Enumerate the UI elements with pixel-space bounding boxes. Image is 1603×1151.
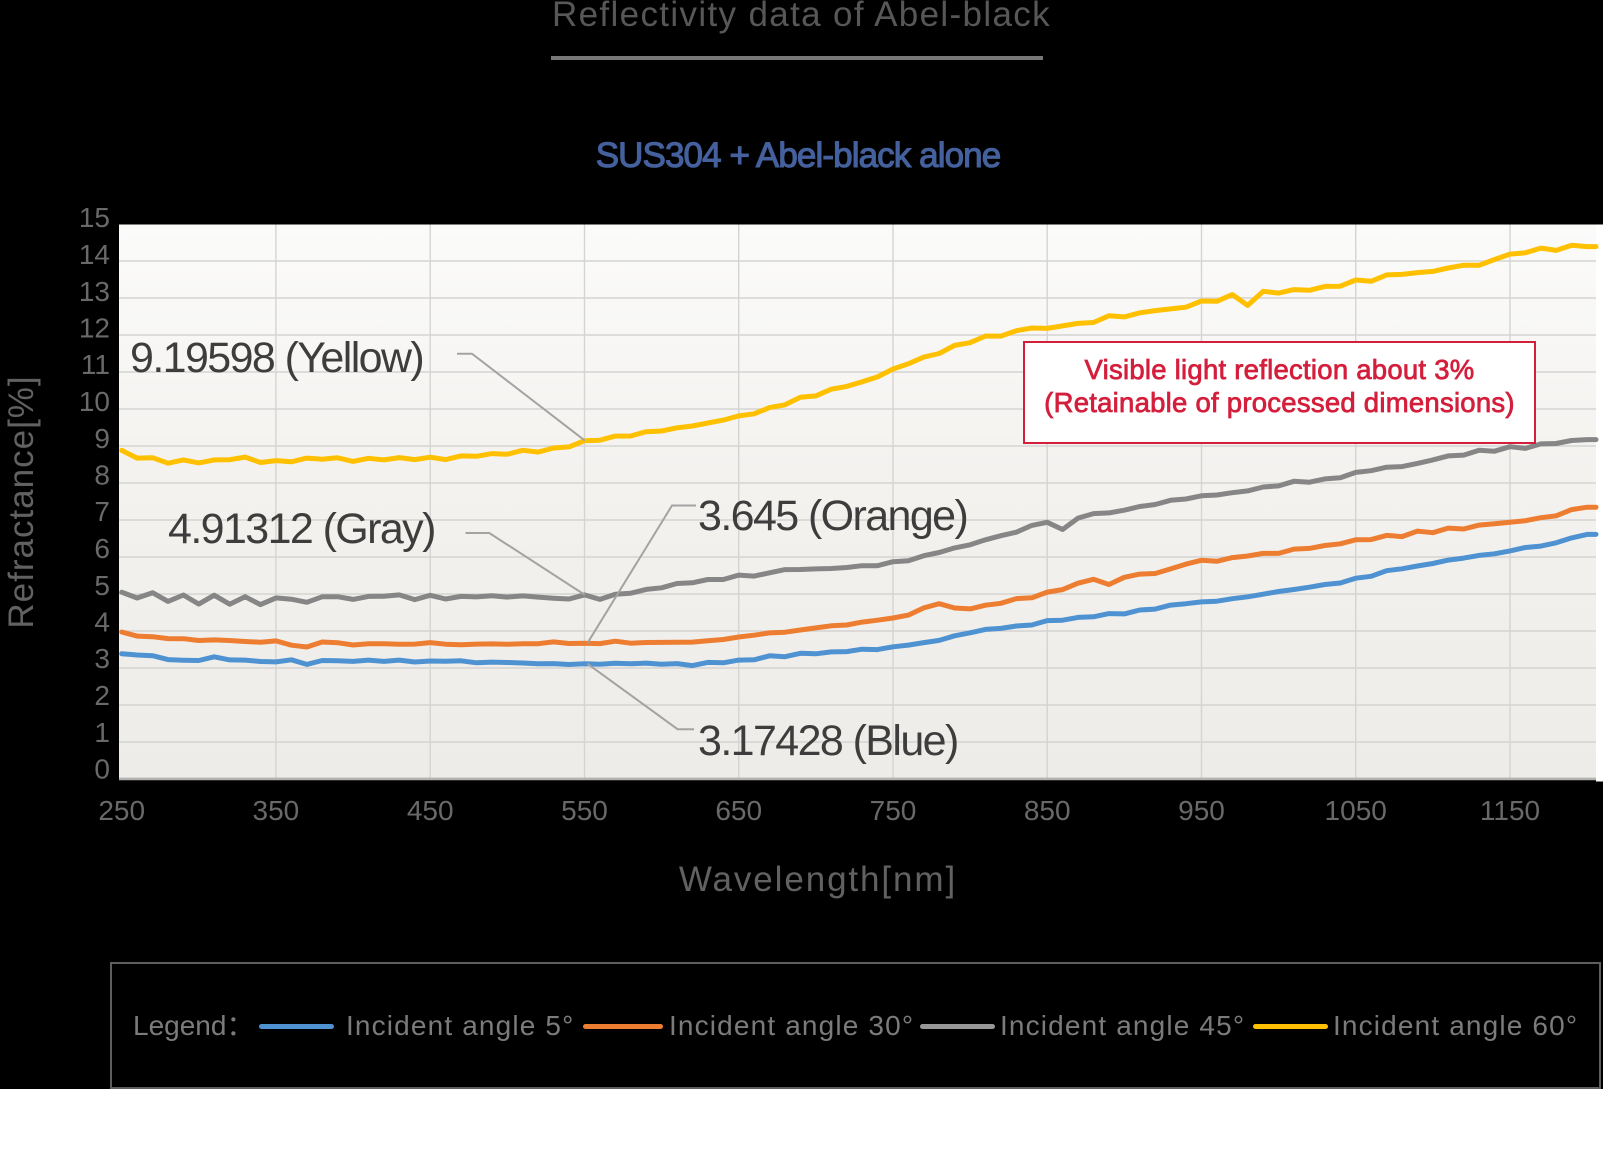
svg-text:2: 2	[94, 680, 110, 711]
svg-text:13: 13	[79, 276, 110, 307]
svg-text:950: 950	[1178, 795, 1225, 826]
svg-text:11: 11	[81, 349, 110, 380]
svg-text:750: 750	[870, 795, 917, 826]
svg-text:1150: 1150	[1480, 795, 1540, 826]
svg-text:10: 10	[79, 386, 110, 417]
svg-text:450: 450	[407, 795, 454, 826]
svg-text:14: 14	[79, 239, 110, 270]
svg-text:3.17428 (Blue): 3.17428 (Blue)	[698, 717, 958, 765]
svg-text:350: 350	[253, 795, 300, 826]
svg-text:9: 9	[94, 423, 110, 454]
svg-text:6: 6	[94, 533, 110, 564]
svg-text:250: 250	[98, 795, 145, 826]
svg-text:7: 7	[94, 496, 110, 527]
svg-text:550: 550	[561, 795, 608, 826]
svg-text:Refractance[%]: Refractance[%]	[2, 375, 41, 628]
svg-text:0: 0	[94, 754, 110, 785]
svg-text:1050: 1050	[1325, 795, 1387, 826]
svg-text:5: 5	[94, 570, 110, 601]
svg-text:850: 850	[1024, 795, 1071, 826]
svg-text:650: 650	[715, 795, 762, 826]
svg-text:3: 3	[94, 643, 110, 674]
svg-text:Wavelength[nm]: Wavelength[nm]	[679, 860, 957, 899]
svg-text:8: 8	[94, 460, 110, 491]
svg-text:4.91312 (Gray): 4.91312 (Gray)	[168, 505, 435, 553]
svg-text:9.19598 (Yellow): 9.19598 (Yellow)	[130, 334, 423, 382]
svg-text:1: 1	[94, 717, 110, 748]
svg-text:3.645 (Orange): 3.645 (Orange)	[698, 492, 967, 540]
svg-text:4: 4	[94, 607, 110, 638]
svg-text:12: 12	[79, 313, 110, 344]
svg-text:15: 15	[79, 202, 110, 233]
